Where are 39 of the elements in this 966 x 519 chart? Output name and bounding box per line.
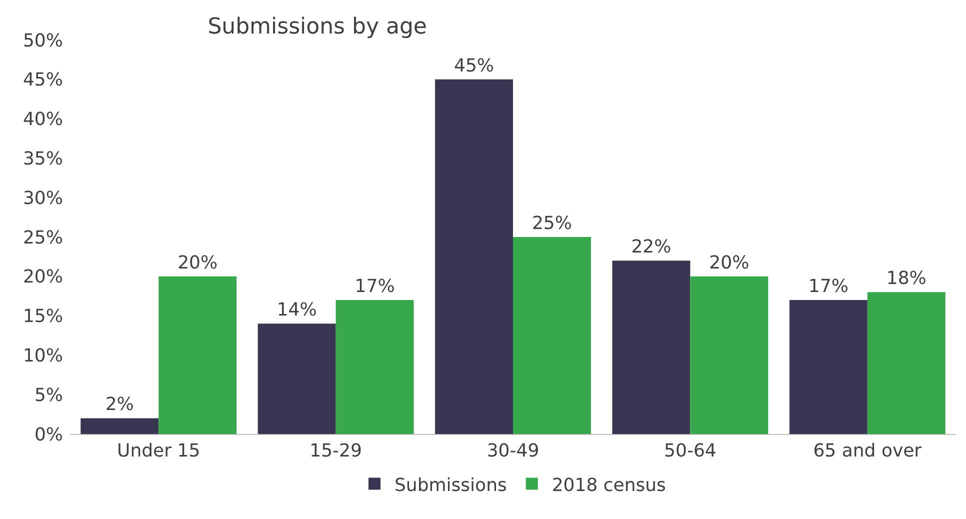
y-tick-label: 50% <box>22 30 63 52</box>
data-label: 45% <box>454 55 494 76</box>
data-label: 20% <box>178 252 218 274</box>
y-tick-label: 30% <box>22 188 63 209</box>
y-tick-label: 40% <box>22 109 63 130</box>
data-label: 17% <box>354 276 395 298</box>
bar <box>258 324 336 434</box>
y-tick-label: 45% <box>22 70 63 91</box>
data-label: 20% <box>709 252 750 274</box>
x-tick-label: Under 15 <box>117 440 200 462</box>
bar <box>612 260 690 434</box>
x-tick-label: 65 and over <box>813 440 922 462</box>
bar <box>336 300 414 434</box>
y-tick-label: 15% <box>22 306 63 328</box>
bar <box>435 79 513 434</box>
data-label: 18% <box>886 268 926 290</box>
legend-label: Submissions <box>394 474 507 496</box>
bar <box>513 237 591 434</box>
data-label: 2% <box>105 394 134 416</box>
y-tick-label: 20% <box>22 266 63 288</box>
legend-label: 2018 census <box>552 474 666 496</box>
y-tick-label: 25% <box>22 227 63 248</box>
bar <box>867 292 946 434</box>
x-tick-label: 30-49 <box>486 440 540 462</box>
data-label: 25% <box>532 213 572 234</box>
x-tick-label: 15-29 <box>310 440 362 462</box>
y-tick-label: 35% <box>22 148 63 170</box>
data-label: 14% <box>276 300 317 321</box>
x-tick-label: 50-64 <box>664 440 716 462</box>
y-tick-label: 5% <box>34 384 63 406</box>
data-label: 17% <box>808 276 848 298</box>
bar <box>690 276 768 434</box>
bar <box>80 418 159 434</box>
bar <box>789 300 868 434</box>
y-tick-label: 10% <box>22 346 63 366</box>
y-tick-label: 0% <box>34 424 63 446</box>
data-label: 22% <box>631 236 672 258</box>
chart-title: Submissions by age <box>208 14 427 40</box>
bar <box>158 276 237 434</box>
